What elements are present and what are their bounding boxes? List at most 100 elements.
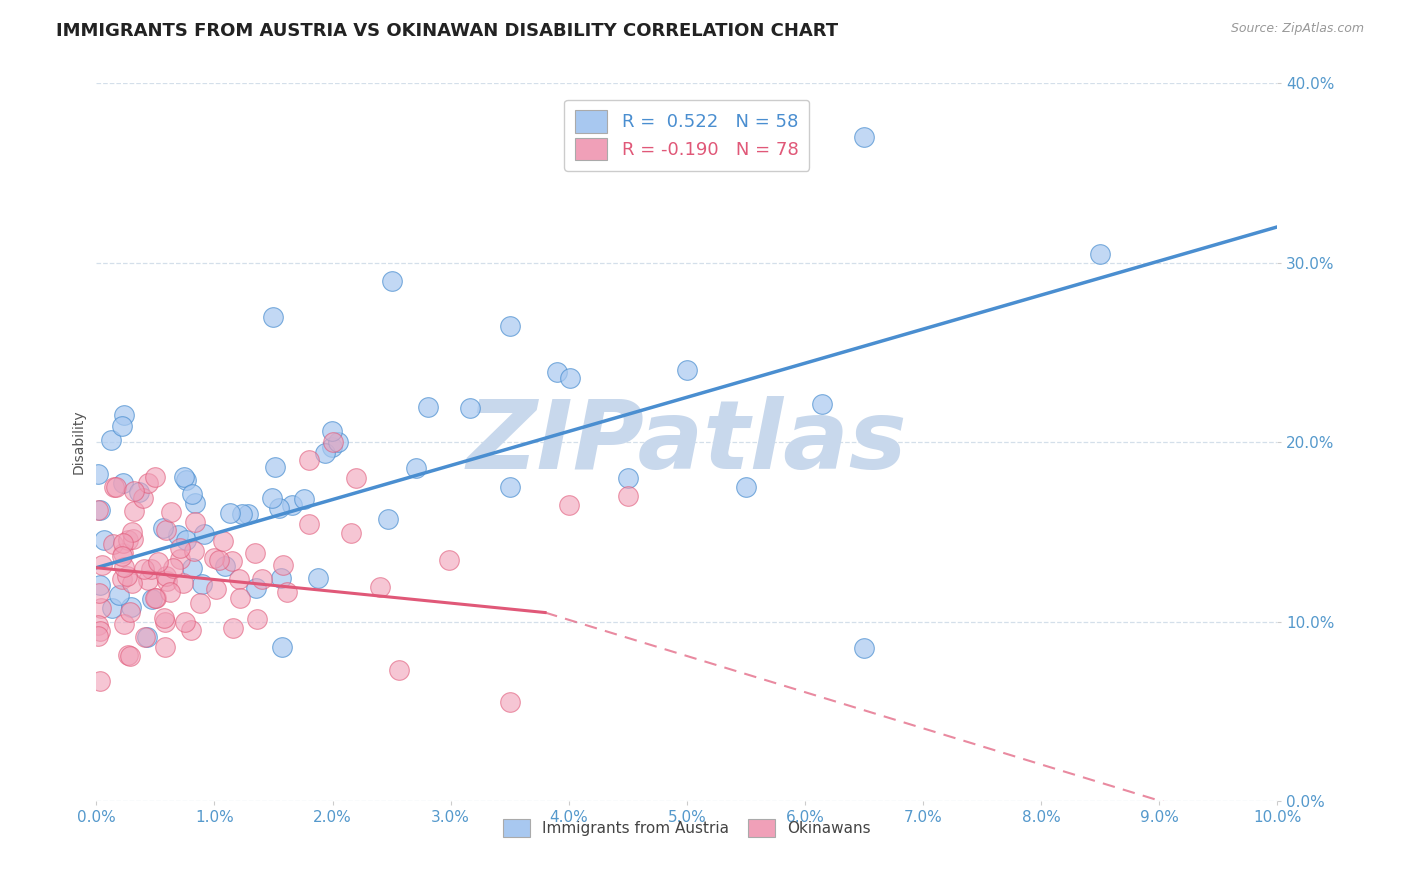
Point [270,570,292,584]
Point [87,585,110,599]
Point [416,400,439,414]
Point [183,496,205,510]
Point [326,434,349,449]
Point [208,553,231,567]
Point [322,435,344,450]
Point [159,585,181,599]
Point [122,504,145,518]
Y-axis label: Disability: Disability [72,409,86,475]
Point [368,580,391,594]
Point [339,526,361,541]
Point [153,615,176,629]
Point [498,480,520,494]
Point [87,502,110,516]
Point [89,624,111,638]
Point [191,577,214,591]
Point [270,640,292,655]
Point [155,640,177,654]
Point [221,621,243,635]
Point [146,555,169,569]
Point [180,624,202,638]
Point [174,533,197,547]
Point [344,471,367,485]
Point [153,611,176,625]
Point [298,517,321,532]
Point [734,480,756,494]
Point [143,591,166,605]
Point [135,630,157,644]
Point [86,629,108,643]
Point [104,480,127,494]
Point [143,469,166,483]
Point [132,491,155,505]
Text: ZIPatlas: ZIPatlas [467,396,907,489]
Point [183,544,205,558]
Point [117,648,139,663]
Point [498,318,520,333]
Point [169,541,191,556]
Point [89,503,111,517]
Point [111,549,134,564]
Point [675,363,697,377]
Point [141,592,163,607]
Point [381,274,404,288]
Point [810,397,832,411]
Point [138,574,160,588]
Point [260,491,283,505]
Point [108,588,131,602]
Point [134,630,156,644]
Point [180,487,202,501]
Point [173,615,195,629]
Point [228,591,250,605]
Point [245,581,267,595]
Point [169,551,191,566]
Point [264,460,287,475]
Text: Source: ZipAtlas.com: Source: ZipAtlas.com [1230,22,1364,36]
Point [273,558,295,572]
Point [188,596,211,610]
Point [139,562,162,576]
Point [156,574,179,589]
Point [128,485,150,500]
Point [616,489,638,503]
Point [276,585,298,599]
Point [246,612,269,626]
Legend: Immigrants from Austria, Okinawans: Immigrants from Austria, Okinawans [496,813,877,844]
Point [314,446,336,460]
Point [120,648,142,663]
Point [298,453,321,467]
Point [321,440,343,454]
Point [90,601,112,615]
Point [86,467,108,481]
Point [111,546,134,560]
Point [89,674,111,689]
Point [162,560,184,574]
Point [231,507,253,521]
Point [437,553,460,567]
Point [121,532,143,546]
Point [1088,247,1111,261]
Point [221,554,243,568]
Point [101,536,124,550]
Point [212,533,235,548]
Point [267,500,290,515]
Point [250,572,273,586]
Point [405,461,427,475]
Point [121,576,143,591]
Point [202,550,225,565]
Point [172,576,194,591]
Point [321,425,343,439]
Point [112,617,135,632]
Point [118,605,141,619]
Point [852,130,875,145]
Point [93,533,115,547]
Point [111,475,134,490]
Point [91,558,114,572]
Point [193,527,215,541]
Point [111,572,134,586]
Point [120,600,142,615]
Point [145,591,167,606]
Point [852,641,875,656]
Point [263,310,285,324]
Point [458,401,481,416]
